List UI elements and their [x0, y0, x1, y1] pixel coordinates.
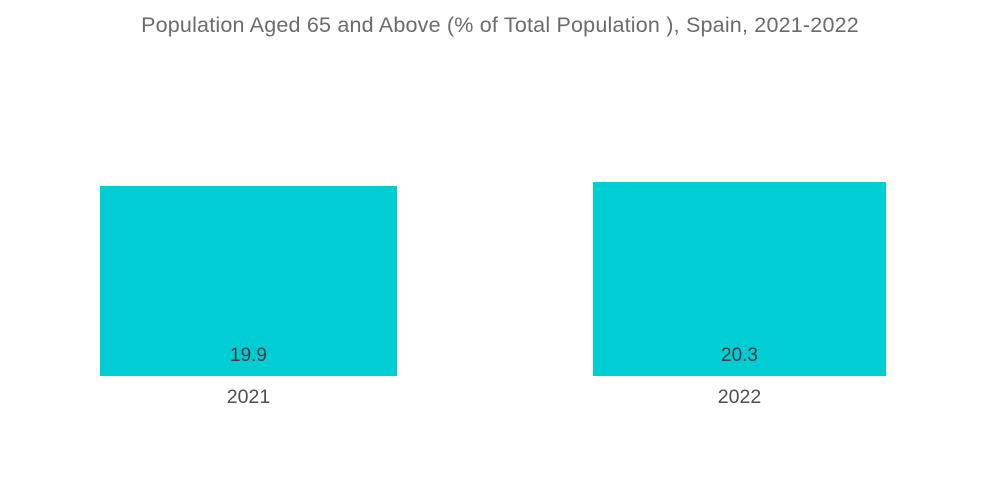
bar-value-label-2022: 20.3 [721, 345, 758, 366]
bar-2022: 20.3 [593, 182, 886, 376]
category-label-2021: 2021 [226, 386, 271, 408]
bar-value-label-2021: 19.9 [230, 345, 267, 366]
chart-title: Population Aged 65 and Above (% of Total… [141, 13, 859, 37]
category-label-2022: 2022 [717, 386, 762, 408]
bar-2021: 19.9 [100, 186, 397, 376]
